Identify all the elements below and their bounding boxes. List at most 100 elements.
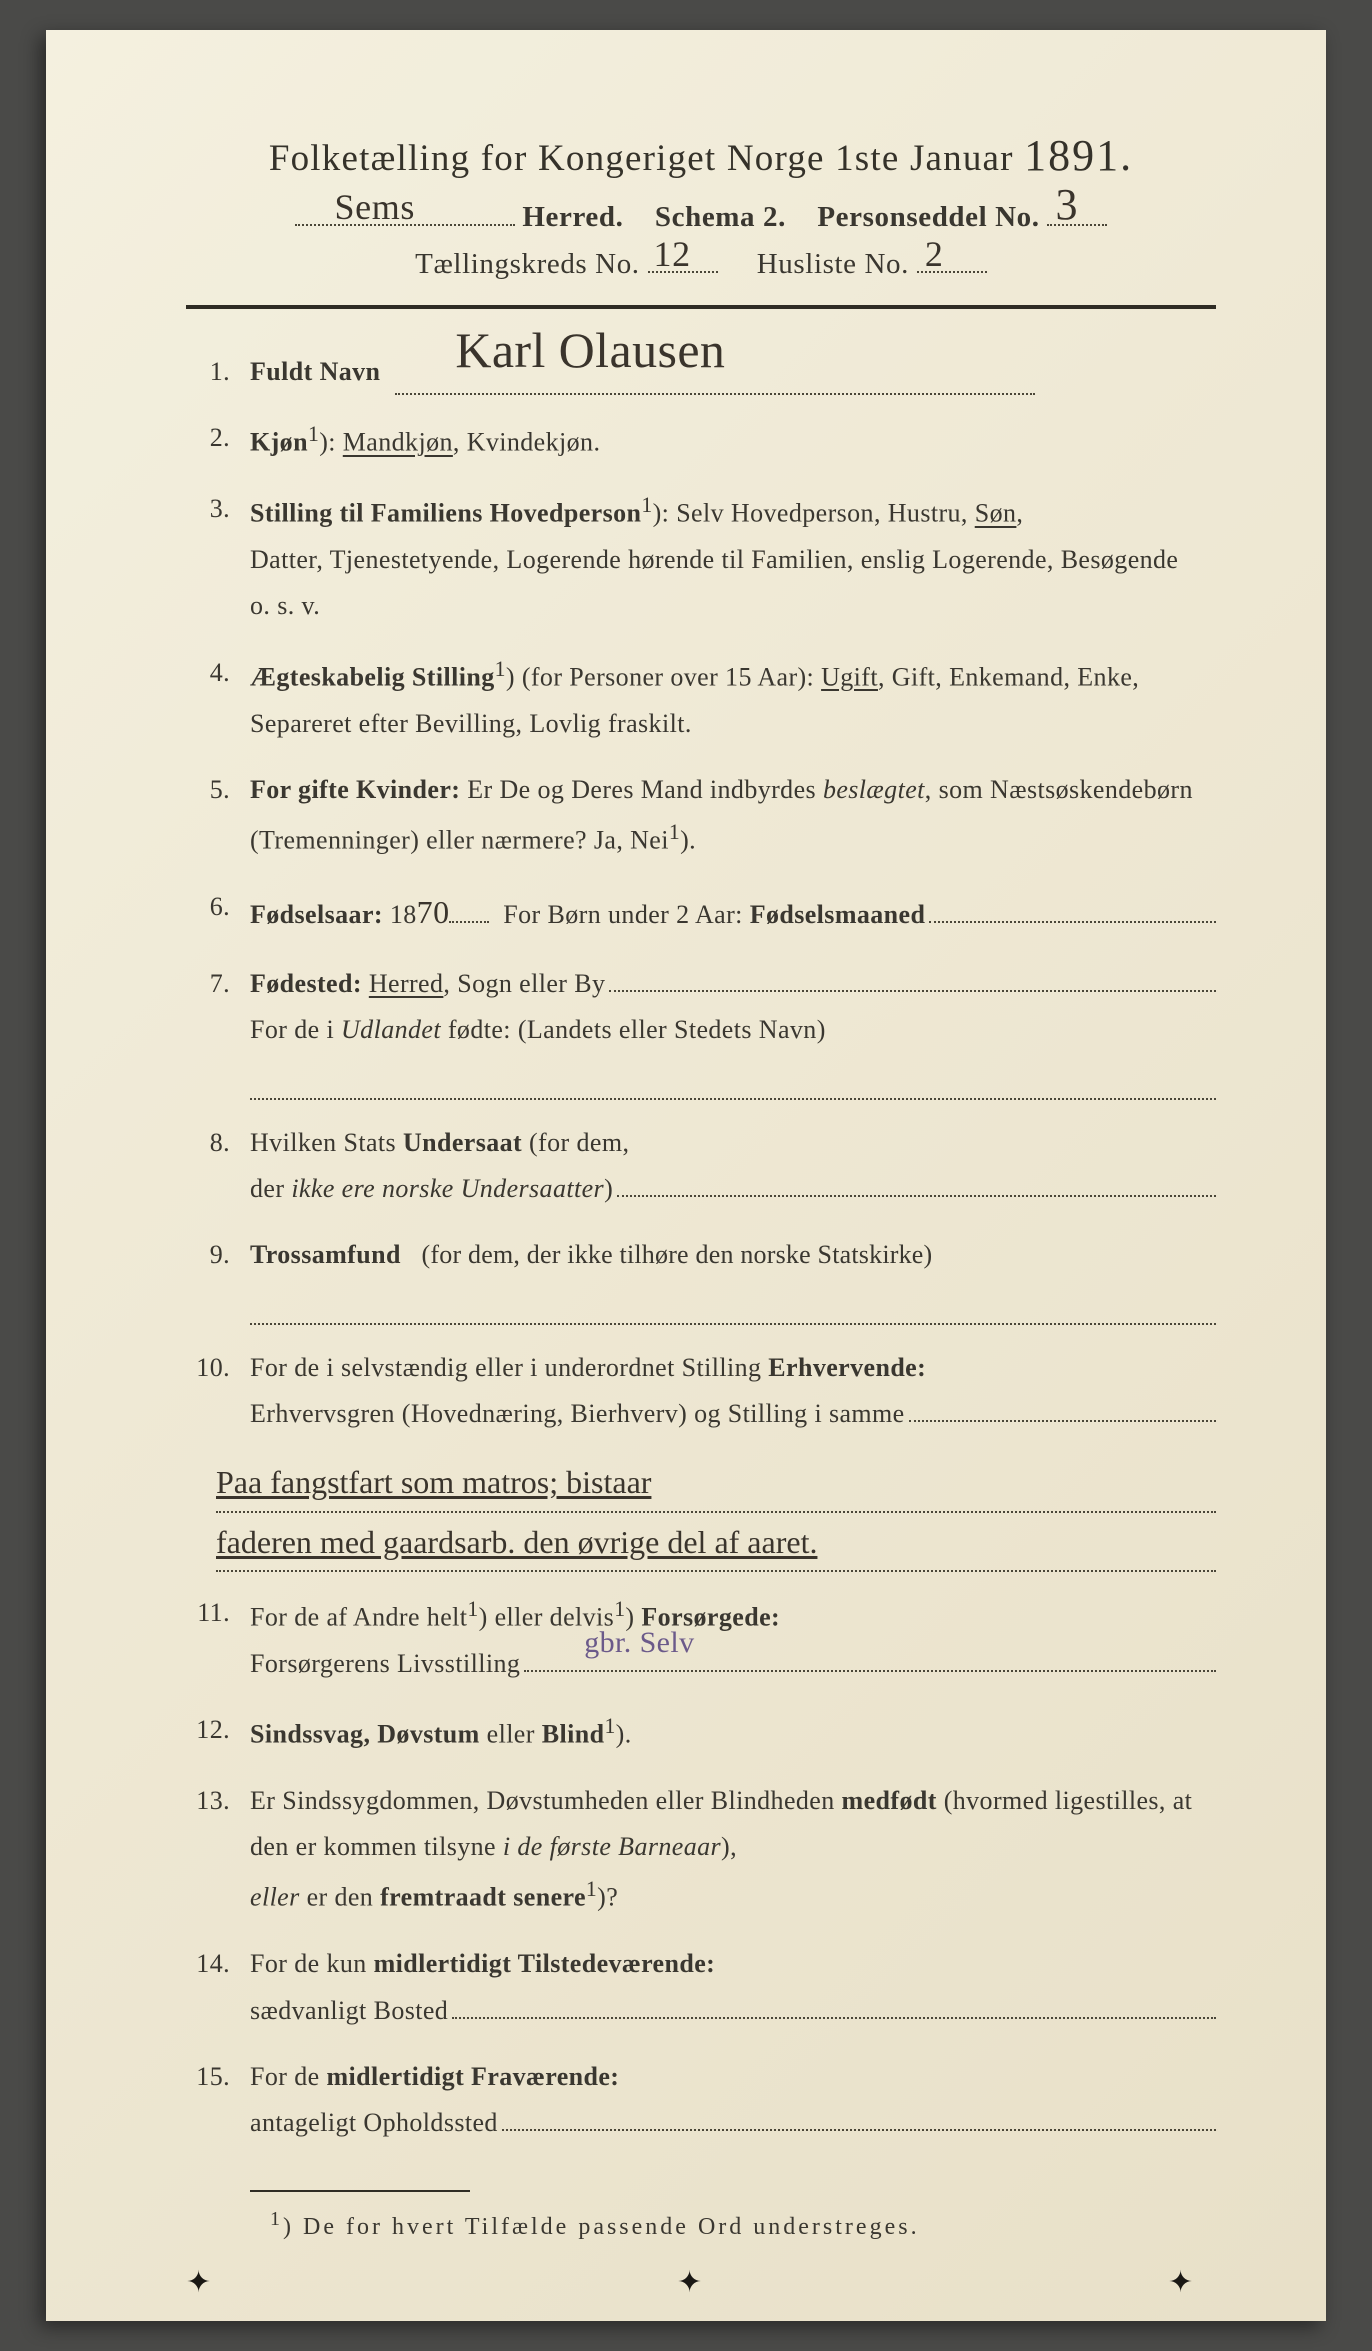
q8-num: 8. bbox=[186, 1120, 250, 1213]
q9: 9. Trossamfund (for dem, der ikke tilhør… bbox=[186, 1232, 1216, 1325]
q4-num: 4. bbox=[186, 650, 250, 747]
q9-num: 9. bbox=[186, 1232, 250, 1325]
q13-num: 13. bbox=[186, 1778, 250, 1921]
q7-dots1 bbox=[609, 963, 1216, 992]
q13-itl: i de første Barneaar bbox=[503, 1832, 721, 1861]
herred-label: Herred. bbox=[522, 201, 623, 233]
census-form-page: Folketælling for Kongeriget Norge 1ste J… bbox=[46, 30, 1326, 2321]
q15-dots bbox=[502, 2103, 1216, 2132]
q11-text-c: Forsørgerens Livsstilling bbox=[250, 1641, 520, 1687]
q5-besl: beslægtet bbox=[823, 775, 925, 804]
q12: 12. Sindssvag, Døvstum eller Blind1). bbox=[186, 1707, 1216, 1758]
q8-text-a: Hvilken Stats bbox=[250, 1128, 396, 1157]
q13-eller: eller bbox=[250, 1883, 300, 1912]
q6-dotfield bbox=[449, 921, 489, 923]
q6: 6. Fødselsaar: 1870 For Børn under 2 Aar… bbox=[186, 884, 1216, 941]
q7-text-b: For de i bbox=[250, 1015, 334, 1044]
q3-text-b: Datter, Tjenestetyende, Logerende hørend… bbox=[250, 545, 1178, 574]
footnote-sup: 1 bbox=[270, 2208, 283, 2230]
q14-text-b: sædvanligt Bosted bbox=[250, 1988, 448, 2034]
q1-label: Fuldt Navn bbox=[250, 357, 380, 386]
q12-label-a: Sindssvag, Døvstum bbox=[250, 1720, 480, 1749]
q7-text-c: fødte: (Landets eller Stedets Navn) bbox=[448, 1015, 826, 1044]
q3-text-a: Selv Hovedperson, Hustru, bbox=[676, 499, 968, 528]
q4-text-a: (for Personer over 15 Aar): bbox=[522, 662, 814, 691]
q2-sup: 1 bbox=[308, 422, 319, 446]
q1-value: Karl Olausen bbox=[455, 306, 725, 395]
q8-dots bbox=[617, 1168, 1216, 1197]
q4: 4. Ægteskabelig Stilling1) (for Personer… bbox=[186, 650, 1216, 747]
q13-text-a: Er Sindssygdommen, Døvstumheden eller Bl… bbox=[250, 1786, 835, 1815]
q3: 3. Stilling til Familiens Hovedperson1):… bbox=[186, 486, 1216, 629]
q11-dots: gbr. Selv bbox=[524, 1643, 1216, 1672]
q9-dots bbox=[250, 1296, 1216, 1325]
q7-herred: Herred bbox=[369, 961, 444, 1007]
q14-label: midlertidigt Tilstedeværende: bbox=[374, 1949, 716, 1978]
q2-mandkjon: Mandkjøn bbox=[343, 428, 453, 457]
personseddel-value: 3 bbox=[1055, 179, 1078, 230]
q3-son: Søn bbox=[975, 499, 1017, 528]
q6-label: Fødselsaar: bbox=[250, 892, 383, 938]
q2-num: 2. bbox=[186, 415, 250, 466]
q12-text: eller bbox=[487, 1720, 535, 1749]
q6-label-b: Fødselsmaaned bbox=[750, 892, 926, 938]
q10-hw1: Paa fangstfart som matros; bistaar bbox=[216, 1457, 1216, 1512]
husliste-label: Husliste No. bbox=[757, 248, 909, 280]
footnote: 1) De for hvert Tilfælde passende Ord un… bbox=[186, 2208, 1216, 2241]
q6-yy: 70 bbox=[417, 884, 450, 941]
q8-label: Undersaat bbox=[403, 1128, 522, 1157]
q3-sup: 1 bbox=[641, 493, 652, 517]
q8-text-c: der bbox=[250, 1166, 284, 1212]
kreds-label: Tællingskreds No. bbox=[415, 248, 639, 280]
kreds-field: 12 bbox=[648, 271, 718, 273]
q13-text-c: ), bbox=[721, 1832, 737, 1861]
q12-sup: 1 bbox=[604, 1714, 615, 1738]
q15-label: midlertidigt Fraværende: bbox=[326, 2062, 619, 2091]
q13-medf: medfødt bbox=[842, 1786, 937, 1815]
q2-label: Kjøn bbox=[250, 428, 308, 457]
q7-text-a: Sogn eller By bbox=[457, 961, 605, 1007]
q15-text-b: antageligt Opholdssted bbox=[250, 2100, 498, 2146]
q6-text-a: For Børn under 2 Aar: bbox=[503, 892, 742, 938]
q1-num: 1. bbox=[186, 349, 250, 395]
q8: 8. Hvilken Stats Undersaat (for dem, der… bbox=[186, 1120, 1216, 1213]
q6-dots bbox=[929, 894, 1216, 923]
header-line-1: Sems Herred. Schema 2. Personseddel No. … bbox=[186, 201, 1216, 234]
header-line-2: Tællingskreds No. 12 Husliste No. 2 bbox=[186, 248, 1216, 281]
q5-num: 5. bbox=[186, 767, 250, 864]
q13-end: )? bbox=[597, 1883, 618, 1912]
q1: 1. Fuldt Navn Karl Olausen bbox=[186, 349, 1216, 395]
q4-sup: 1 bbox=[495, 657, 506, 681]
bindhole-left: ✦ bbox=[186, 2265, 204, 2283]
q15-text-a: For de bbox=[250, 2062, 320, 2091]
q10: 10. For de i selvstændig eller i underor… bbox=[186, 1345, 1216, 1438]
q2: 2. Kjøn1): Mandkjøn, Kvindekjøn. bbox=[186, 415, 1216, 466]
q11-text-a: For de af Andre helt bbox=[250, 1602, 467, 1631]
q3-text-c: o. s. v. bbox=[250, 591, 320, 620]
schema-label: Schema 2. bbox=[655, 201, 786, 233]
q10-label: Erhvervende: bbox=[768, 1345, 926, 1391]
q3-label: Stilling til Familiens Hovedperson bbox=[250, 499, 641, 528]
q15-num: 15. bbox=[186, 2054, 250, 2147]
title-year: 1891. bbox=[1024, 131, 1133, 180]
q5-sup: 1 bbox=[669, 820, 680, 844]
q11-hw: gbr. Selv bbox=[584, 1616, 694, 1669]
kreds-value: 12 bbox=[654, 233, 691, 275]
q13-frem: fremtraadt senere bbox=[380, 1883, 586, 1912]
q14: 14. For de kun midlertidigt Tilstedevære… bbox=[186, 1941, 1216, 2034]
q8-text-d: ) bbox=[604, 1166, 613, 1212]
q14-dots bbox=[452, 1990, 1216, 2019]
q10-text-a: For de i selvstændig eller i underordnet… bbox=[250, 1345, 761, 1391]
q11-num: 11. bbox=[186, 1590, 250, 1687]
q9-text: (for dem, der ikke tilhøre den norske St… bbox=[422, 1240, 933, 1269]
q10-dots0 bbox=[909, 1394, 1216, 1423]
q5: 5. For gifte Kvinder: Er De og Deres Man… bbox=[186, 767, 1216, 864]
q8-text-b: (for dem, bbox=[529, 1128, 629, 1157]
q6-prefix: 18 bbox=[390, 892, 417, 938]
bindhole-right: ✦ bbox=[1168, 2265, 1186, 2283]
q8-itl: ikke ere norske Undersaatter bbox=[291, 1166, 604, 1212]
bindhole-mid: ✦ bbox=[677, 2265, 695, 2283]
q13-sup: 1 bbox=[586, 1877, 597, 1901]
main-title: Folketælling for Kongeriget Norge 1ste J… bbox=[186, 130, 1216, 181]
q3-num: 3. bbox=[186, 486, 250, 629]
